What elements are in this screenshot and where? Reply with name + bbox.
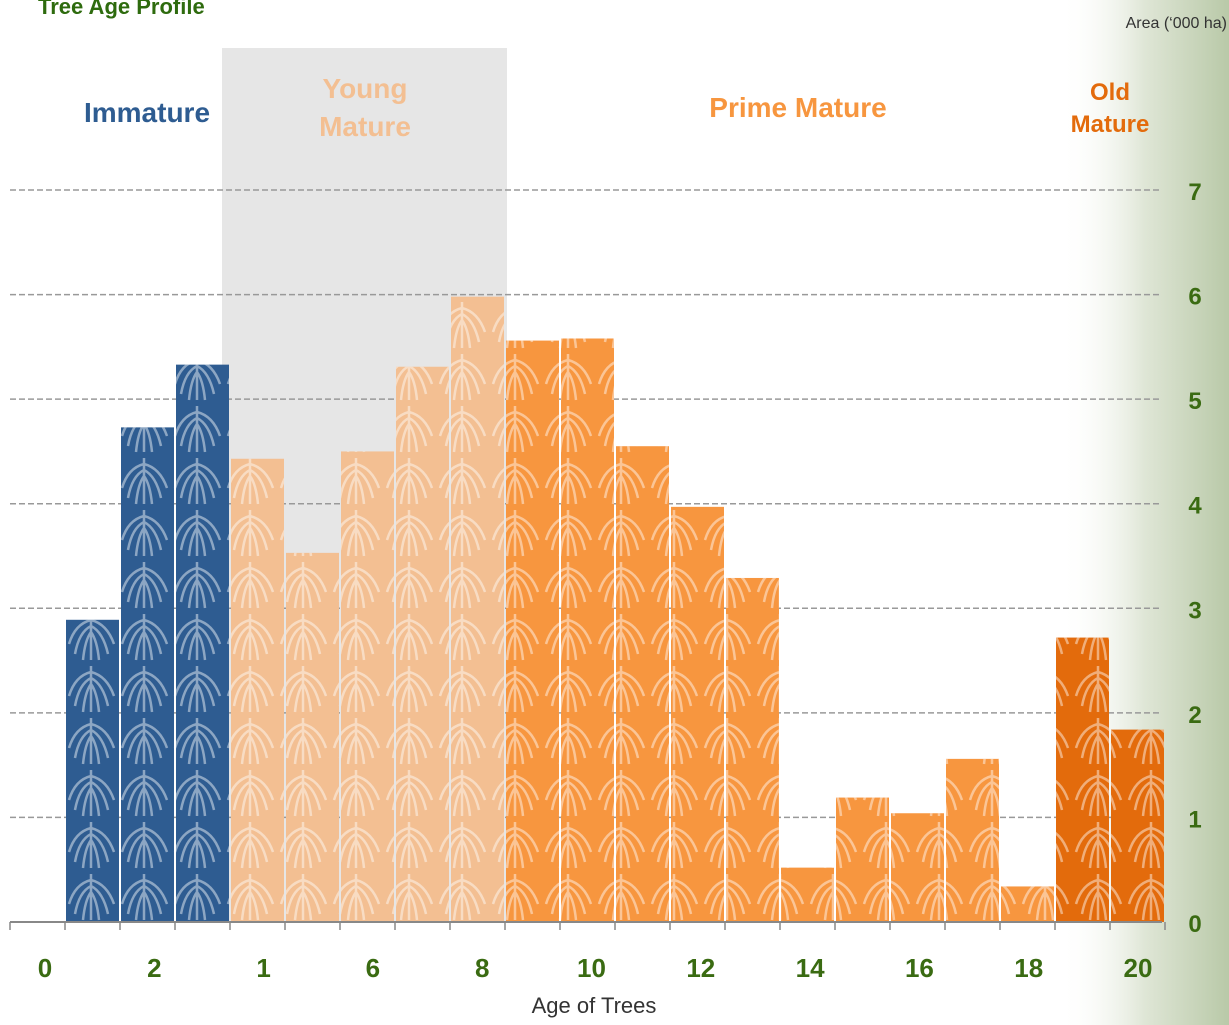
y-tick-label: 5 [1188, 388, 1201, 415]
x-tick-label: 16 [905, 953, 934, 983]
group-label: Immature [83, 97, 211, 128]
bar-texture [66, 619, 119, 922]
y-tick-label: 0 [1188, 911, 1201, 938]
bar-texture [726, 577, 779, 922]
bar-texture [1001, 886, 1054, 922]
group-label: Young Mature [319, 73, 411, 142]
chart-title: Tree Age Profile [38, 0, 205, 19]
x-tick-label: 20 [1124, 953, 1153, 983]
x-tick-label: 1 [256, 953, 270, 983]
y-tick-label: 6 [1188, 284, 1201, 311]
x-tick-label: 0 [38, 953, 52, 983]
bar-texture [1056, 637, 1109, 922]
x-tick-label: 6 [366, 953, 380, 983]
y-tick-label: 1 [1188, 806, 1201, 833]
x-axis-title: Age of Trees [532, 993, 657, 1018]
x-tick-label: 10 [577, 953, 606, 983]
y-tick-label: 7 [1188, 179, 1201, 206]
bar-texture [341, 451, 394, 922]
group-label: Old Mature [1070, 79, 1150, 138]
bar-texture [121, 427, 174, 922]
bar-texture [616, 446, 669, 922]
group-label: Prime Mature [709, 92, 887, 123]
y-tick-label: 2 [1188, 702, 1201, 729]
bar-texture [836, 797, 889, 922]
bar-texture [561, 338, 614, 922]
bar-texture [231, 458, 284, 922]
bar-texture [946, 758, 999, 922]
y-tick-label: 4 [1188, 493, 1202, 520]
bar-texture [506, 340, 559, 922]
x-tick-label: 14 [796, 953, 825, 983]
x-tick-label: 2 [147, 953, 161, 983]
bar-texture [671, 506, 724, 922]
bar-texture [1111, 729, 1164, 922]
y-tick-label: 3 [1188, 597, 1201, 624]
bar-texture [891, 813, 944, 922]
x-tick-label: 12 [686, 953, 715, 983]
x-tick-label: 18 [1014, 953, 1043, 983]
bar-texture [176, 364, 229, 922]
x-tick-label: 8 [475, 953, 489, 983]
y-axis-title: Area (‘000 ha) [1126, 15, 1227, 32]
bar-texture [396, 366, 449, 922]
bar-texture [451, 296, 504, 923]
bar-texture [286, 552, 339, 922]
bar-texture [781, 867, 834, 922]
